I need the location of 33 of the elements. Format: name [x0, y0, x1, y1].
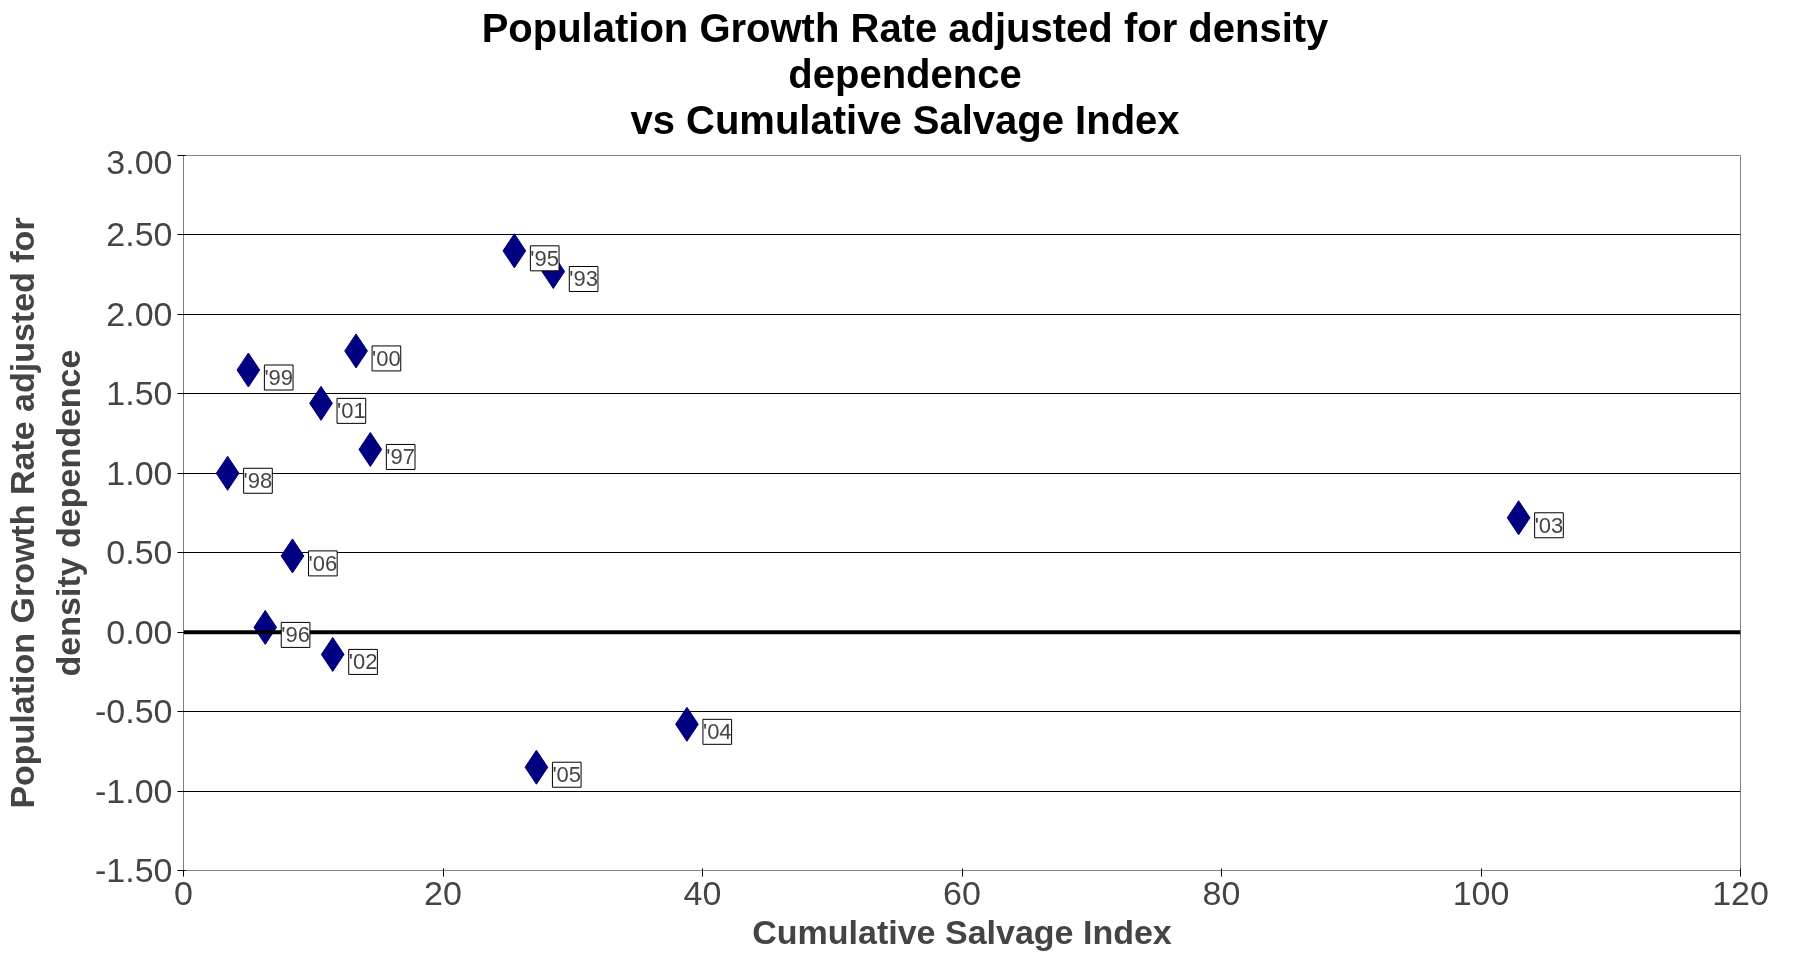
chart-title: Population Growth Rate adjusted for density dependence vs Cumulative Salvage Index [481, 5, 1329, 143]
y-tick-label: 2.50 [106, 215, 173, 254]
y-axis-title: Population Growth Rate adjusted for density dependence [3, 217, 87, 809]
x-axis-title: Cumulative Salvage Index [752, 912, 1172, 951]
y-tick-label: 1.00 [106, 453, 173, 492]
annotation: '00 [372, 345, 401, 371]
x-tick-label: 100 [1452, 873, 1510, 912]
annotation: '06 [308, 550, 338, 576]
annotation: '99 [264, 365, 294, 390]
annotation: '98 [243, 468, 273, 494]
annotation: '01 [337, 398, 366, 424]
annotation: '02 [348, 649, 378, 675]
annotation: '95 [530, 245, 560, 271]
y-tick-label: 3.00 [106, 142, 173, 181]
y-tick-label: 0.00 [106, 612, 173, 651]
x-tick-label: 40 [683, 873, 722, 912]
x-tick-label: 80 [1202, 873, 1241, 912]
y-tick-label: 0.50 [106, 533, 173, 572]
annotation: '05 [552, 762, 582, 788]
x-tick-label: 60 [943, 873, 981, 912]
x-tick-label: 120 [1712, 873, 1769, 912]
y-tick-label: -0.50 [95, 692, 173, 731]
x-tick-label: 20 [424, 873, 462, 912]
y-tick-label: 1.50 [106, 374, 173, 413]
annotation: '04 [702, 719, 732, 745]
y-tick-label: 2.00 [106, 294, 173, 333]
annotation: '96 [281, 622, 310, 648]
annotation: '93 [569, 266, 598, 292]
y-tick-label: -1.50 [95, 851, 173, 889]
annotation: '03 [1534, 512, 1564, 538]
annotation: '97 [386, 444, 416, 470]
x-tick-label: 0 [174, 873, 193, 912]
y-tick-label: -1.00 [95, 771, 173, 810]
